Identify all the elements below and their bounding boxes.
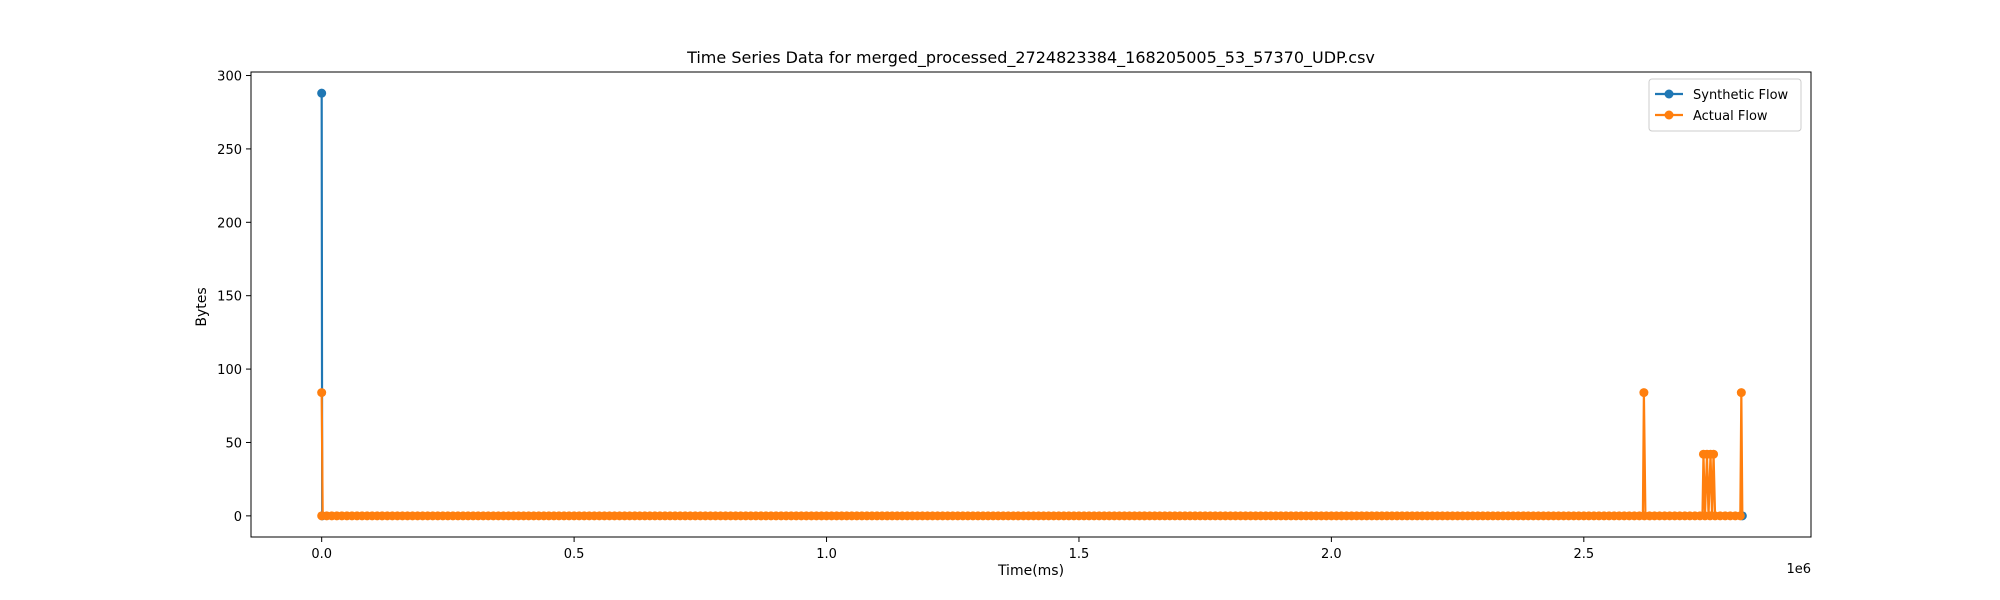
legend-label: Synthetic Flow — [1693, 88, 1789, 103]
plot-area — [251, 72, 1811, 537]
legend-item: Synthetic Flow — [1655, 88, 1789, 103]
axes-frame — [250, 71, 1812, 538]
data-point — [1736, 388, 1746, 398]
y-tick-label: 200 — [217, 216, 242, 231]
x-tick-label: 2.0 — [1321, 547, 1342, 562]
plot-background — [251, 72, 1811, 537]
legend-item: Actual Flow — [1655, 109, 1768, 124]
y-tick-label: 300 — [217, 70, 242, 85]
x-tick-label: 0.0 — [311, 547, 332, 562]
x-tick-label: 2.5 — [1573, 547, 1594, 562]
axes: 0.0 0.5 1.0 1.5 2.0 2.5 0 50 100 150 200 250 300 — [217, 70, 1812, 562]
x-tick-label: 0.5 — [564, 547, 585, 562]
data-point — [1709, 449, 1719, 459]
x-tick-label: 1.5 — [1069, 547, 1090, 562]
y-tick-label: 0 — [234, 510, 242, 525]
x-axis-offset-label: 1e6 — [1786, 562, 1811, 577]
legend-marker — [1664, 89, 1674, 99]
series-2 — [317, 388, 1746, 521]
data-point — [317, 388, 327, 398]
y-tick-label: 150 — [217, 290, 242, 305]
data-point — [317, 88, 327, 98]
chart-title: Time Series Data for merged_processed_27… — [686, 48, 1375, 68]
y-tick-label: 50 — [225, 436, 242, 451]
data-point — [1735, 511, 1745, 521]
x-tick-label: 1.0 — [816, 547, 837, 562]
legend-marker — [1664, 110, 1674, 120]
data-point — [1639, 388, 1649, 398]
legend-label: Actual Flow — [1693, 109, 1768, 124]
y-tick-label: 100 — [217, 363, 242, 378]
x-axis-label: Time(ms) — [997, 563, 1064, 579]
legend: Synthetic Flow Actual Flow — [1648, 78, 1802, 132]
y-axis-label: Bytes — [194, 287, 210, 326]
y-tick-label: 250 — [217, 143, 242, 158]
legend-box — [1648, 78, 1802, 132]
